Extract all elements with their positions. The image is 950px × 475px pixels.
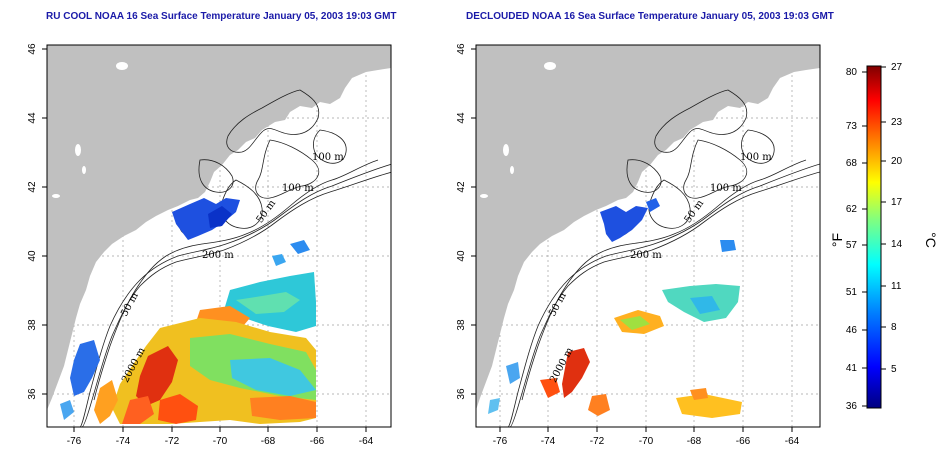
left-map: 100 m 100 m 50 m 200 m 50 m 2000 m: [47, 45, 391, 427]
y-tick: 42: [456, 181, 467, 193]
left-map-title: RU COOL NOAA 16 Sea Surface Temperature …: [46, 11, 397, 22]
right-map: 100 m 100 m 50 m 200 m 50 m 2000 m: [476, 45, 820, 427]
x-tick: -70: [639, 436, 654, 447]
lakes: [480, 62, 556, 198]
land-mass: [476, 45, 820, 410]
x-tick: -70: [213, 436, 228, 447]
contour-label-100m-b: 100 m: [710, 183, 742, 194]
x-tick: -76: [67, 436, 82, 447]
f-tick: 73: [846, 121, 858, 132]
y-tick: 40: [27, 250, 38, 262]
c-tick: 11: [891, 281, 902, 292]
right-map-title: DECLOUDED NOAA 16 Sea Surface Temperatur…: [466, 11, 834, 22]
x-tick: -64: [359, 436, 374, 447]
f-tick: 62: [846, 204, 858, 215]
y-tick: 46: [456, 43, 467, 55]
c-tick: 5: [891, 364, 897, 375]
y-tick: 40: [456, 250, 467, 262]
x-tick: -66: [736, 436, 751, 447]
f-tick: 68: [846, 158, 858, 169]
colorbar: 80 73 68 62 57 51 46 41 36 27 23 20 17 1…: [829, 62, 939, 412]
c-tick: 27: [891, 62, 903, 73]
right-x-axis: -76 -74 -72 -70 -68 -66 -64: [493, 427, 800, 447]
y-tick: 42: [27, 181, 38, 193]
f-tick: 46: [846, 325, 858, 336]
contour-label-100m-b: 100 m: [282, 183, 314, 194]
c-tick: 14: [891, 239, 903, 250]
y-tick: 38: [27, 319, 38, 331]
sst-patches: [488, 198, 742, 418]
left-x-axis: -76 -74 -72 -70 -68 -66 -64: [67, 427, 374, 447]
x-tick: -68: [687, 436, 702, 447]
x-tick: -72: [165, 436, 180, 447]
right-map-frame: [475, 44, 821, 428]
y-tick: 36: [456, 388, 467, 400]
right-y-axis: 36 38 40 42 44 46: [456, 43, 476, 400]
f-tick: 80: [846, 67, 858, 78]
celsius-label: °C: [923, 232, 939, 248]
x-tick: -72: [590, 436, 605, 447]
left-map-frame: [46, 44, 392, 428]
x-tick: -76: [493, 436, 508, 447]
lakes: [52, 62, 128, 198]
x-tick: -66: [310, 436, 325, 447]
y-tick: 46: [27, 43, 38, 55]
x-tick: -74: [541, 436, 556, 447]
land-mass: [47, 45, 391, 410]
f-tick: 51: [846, 287, 858, 298]
x-tick: -64: [785, 436, 800, 447]
bathymetry-contours: [507, 89, 820, 427]
colorbar-gradient: [866, 65, 882, 409]
f-tick: 57: [846, 240, 858, 251]
y-tick: 36: [27, 388, 38, 400]
y-tick: 44: [456, 112, 467, 124]
left-y-axis: 36 38 40 42 44 46: [27, 43, 47, 400]
y-tick: 44: [27, 112, 38, 124]
sst-patches: [60, 198, 316, 424]
contour-label-100m-a: 100 m: [312, 152, 344, 163]
contour-label-200m: 200 m: [202, 250, 234, 261]
c-tick: 17: [891, 197, 903, 208]
c-tick: 23: [891, 117, 903, 128]
f-tick: 41: [846, 363, 858, 374]
x-tick: -68: [261, 436, 276, 447]
fahrenheit-label: °F: [829, 233, 845, 247]
y-tick: 38: [456, 319, 467, 331]
x-tick: -74: [116, 436, 131, 447]
c-tick: 20: [891, 156, 903, 167]
c-tick: 8: [891, 322, 897, 333]
contour-label-100m-a: 100 m: [740, 152, 772, 163]
contour-label-200m: 200 m: [630, 250, 662, 261]
f-tick: 36: [846, 401, 858, 412]
